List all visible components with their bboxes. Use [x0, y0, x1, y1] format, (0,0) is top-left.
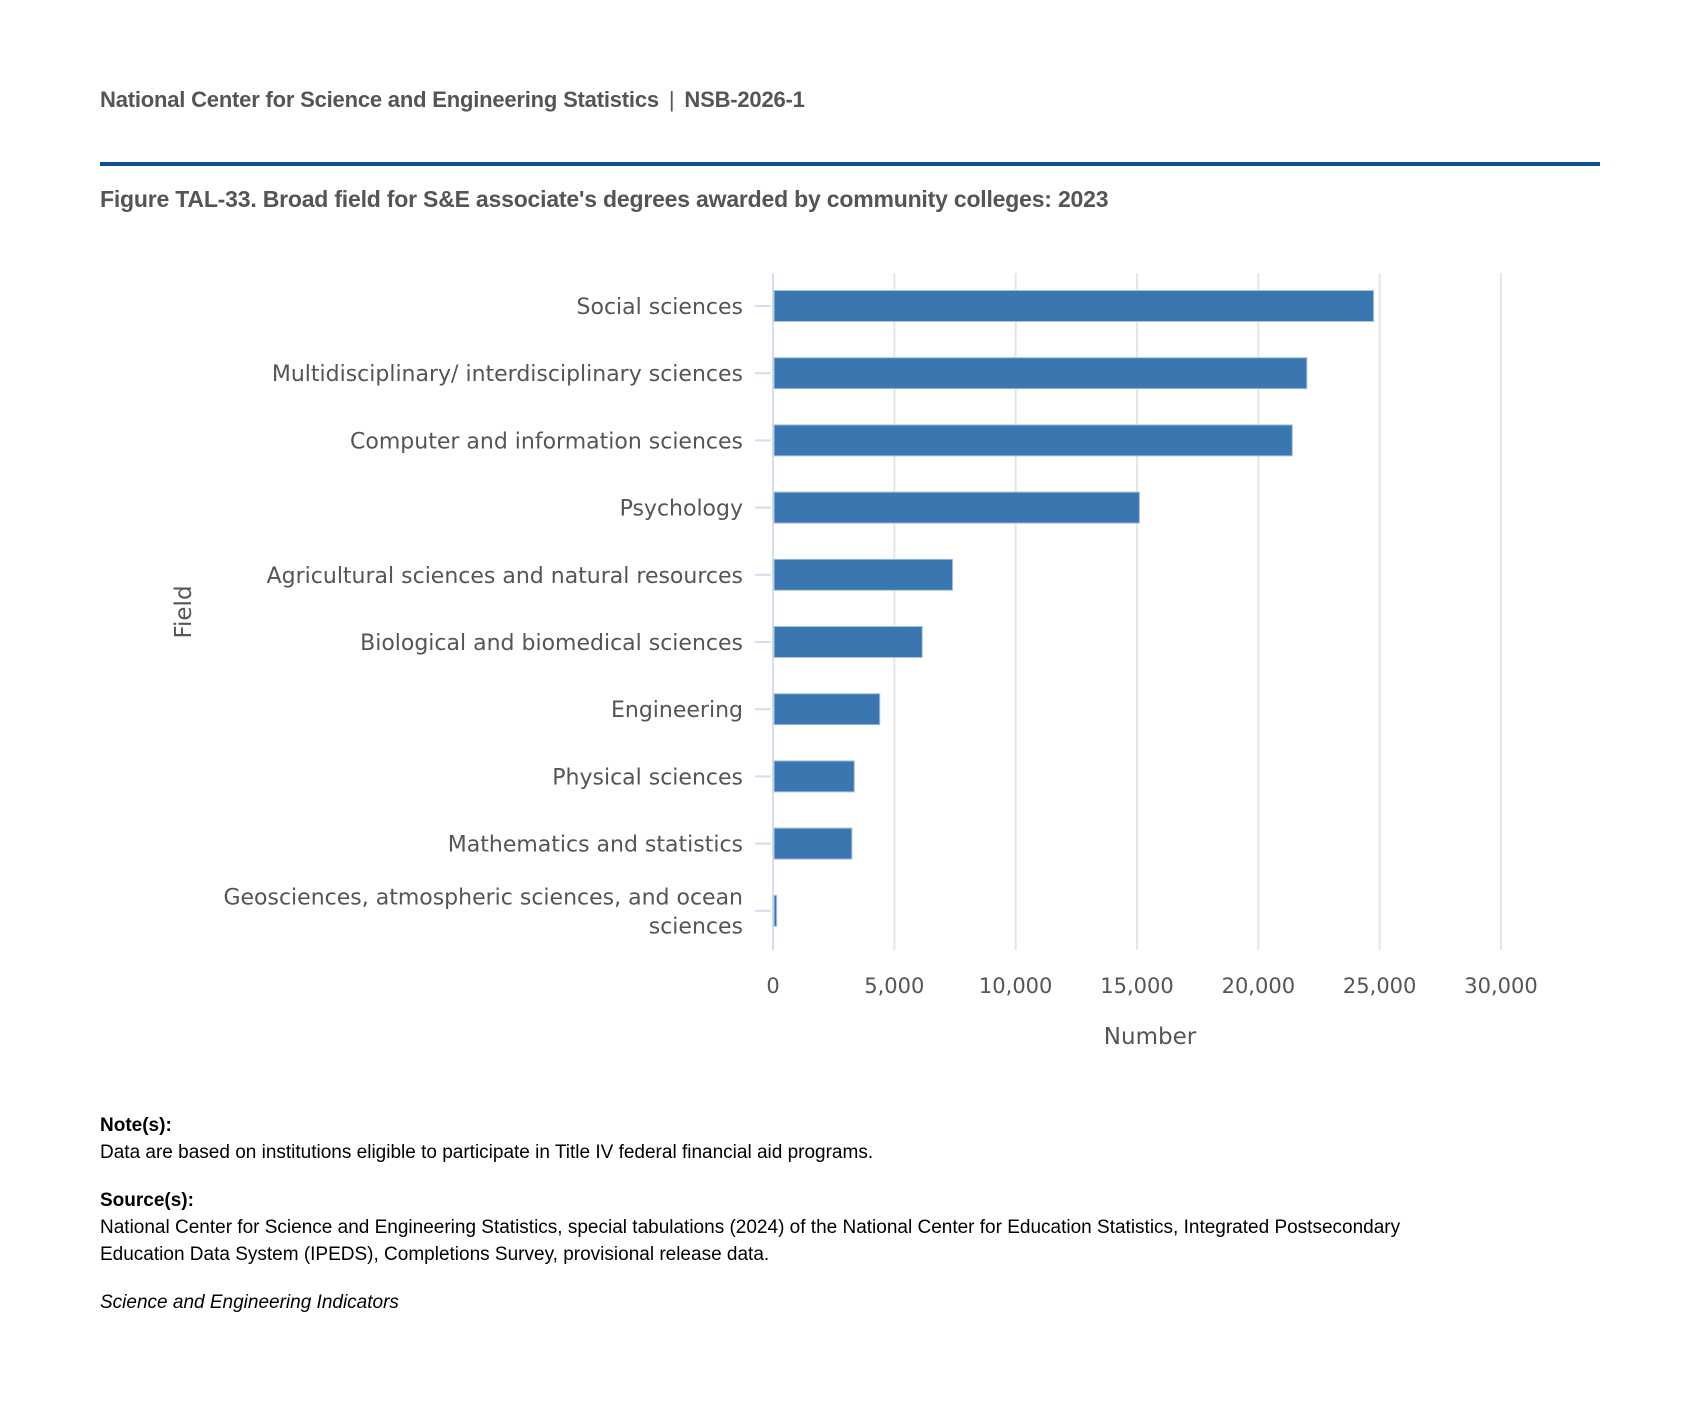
- x-tick-label: 0: [766, 974, 779, 998]
- category-label: Engineering: [611, 698, 743, 723]
- figure-notes: Note(s): Data are based on institutions …: [100, 1112, 1620, 1316]
- bar: [773, 894, 778, 927]
- category-label: Social sciences: [577, 295, 743, 320]
- category-label: Mathematics and statistics: [448, 833, 743, 858]
- x-tick-label: 20,000: [1222, 974, 1295, 998]
- bar: [773, 760, 855, 793]
- bar-chart: Social sciences Multidisciplinary/ interd…: [171, 273, 1538, 1050]
- bar: [773, 693, 881, 726]
- x-tick-labels: 0 5,000 10,000 15,000 20,000 25,000 30,000: [766, 974, 1537, 998]
- source-label: Source(s):: [100, 1190, 194, 1211]
- category-label: Physical sciences: [552, 765, 743, 790]
- category-label: Psychology: [620, 497, 743, 522]
- bar: [773, 424, 1293, 457]
- bar: [773, 357, 1308, 390]
- x-tick-label: 15,000: [1100, 974, 1173, 998]
- x-axis-title: Number: [1104, 1024, 1197, 1050]
- source-text-line1: National Center for Science and Engineer…: [100, 1217, 1401, 1238]
- category-label: Biological and biomedical sciences: [360, 631, 743, 656]
- note-label: Note(s):: [100, 1115, 172, 1136]
- category-label: Multidisciplinary/ interdisciplinary sci…: [272, 362, 743, 387]
- category-label: Computer and information sciences: [350, 429, 743, 454]
- report-header: National Center for Science and Engineer…: [100, 87, 805, 113]
- report-id: NSB-2026-1: [684, 87, 805, 112]
- bar: [773, 290, 1375, 322]
- bar: [773, 626, 923, 658]
- x-tick-label: 25,000: [1343, 974, 1416, 998]
- x-tick-label: 5,000: [864, 974, 924, 998]
- source-text-line2: Education Data System (IPEDS), Completio…: [100, 1244, 770, 1265]
- category-label: Geosciences, atmospheric sciences, and o…: [223, 885, 743, 910]
- publication-name: Science and Engineering Indicators: [100, 1292, 399, 1313]
- note-text: Data are based on institutions eligible …: [100, 1142, 874, 1163]
- bar: [773, 558, 954, 591]
- category-labels: Social sciences Multidisciplinary/ interd…: [223, 295, 771, 939]
- category-label: Agricultural sciences and natural resour…: [267, 564, 743, 589]
- bar: [773, 827, 853, 860]
- bar: [773, 491, 1140, 524]
- header-separator: |: [668, 87, 675, 112]
- figure-title: Figure TAL-33. Broad field for S&E assoc…: [100, 186, 1109, 212]
- bars: [773, 290, 1375, 927]
- org-name: National Center for Science and Engineer…: [100, 87, 659, 112]
- header-rule: [100, 162, 1600, 166]
- x-tick-label: 10,000: [979, 974, 1052, 998]
- y-axis-title: Field: [171, 585, 197, 638]
- x-tick-label: 30,000: [1464, 974, 1537, 998]
- category-label: sciences: [649, 914, 743, 939]
